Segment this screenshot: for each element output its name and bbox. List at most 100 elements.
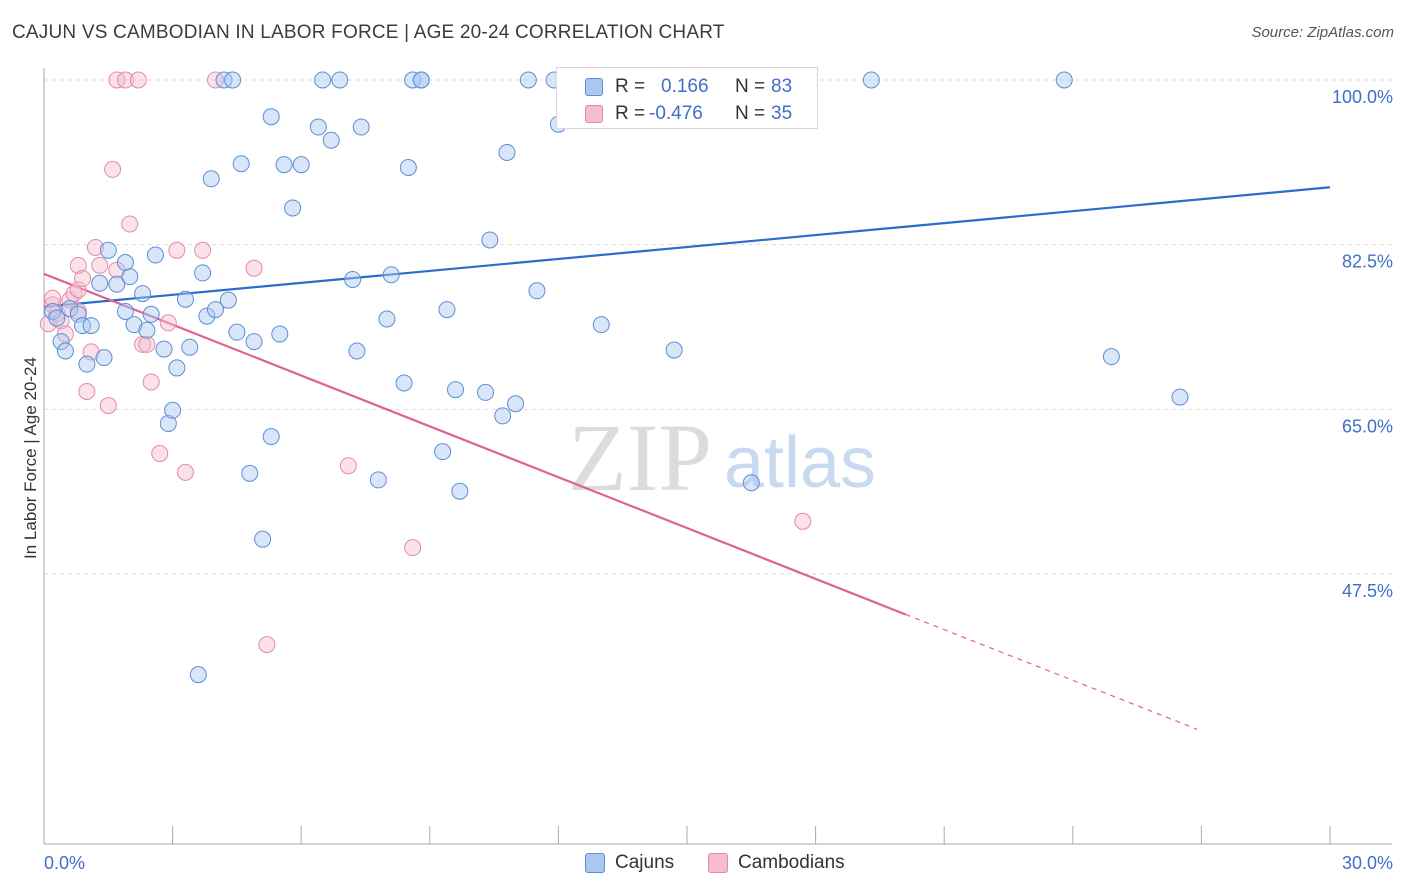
cajun-point — [378, 310, 396, 328]
cambodian-point — [86, 238, 104, 256]
cajun-point — [82, 317, 100, 335]
stats-legend: R = 0.166 N = 83 R = -0.476 N = 35 — [556, 67, 818, 129]
r-label: R = — [615, 103, 646, 124]
cajun-point — [219, 291, 237, 309]
cajun-point — [404, 71, 422, 89]
cajun-point — [61, 300, 79, 318]
cambodian-point — [74, 270, 92, 288]
axis-layer — [43, 68, 1392, 845]
stats-row-cajuns: R = 0.166 N = 83 — [585, 76, 825, 100]
cajun-point — [742, 474, 760, 492]
cajun-point — [189, 666, 207, 684]
x-tick-label-min: 0.0% — [44, 853, 85, 873]
cajun-point — [494, 407, 512, 425]
cambodian-point — [142, 373, 160, 391]
cajun-point — [202, 170, 220, 188]
series-legend: Cajuns Cambodians — [0, 850, 1406, 880]
cajun-point — [142, 305, 160, 323]
cajun-point — [206, 301, 224, 319]
cambodian-point — [91, 256, 109, 274]
cajun-point — [309, 118, 327, 136]
cambodian-point — [99, 397, 117, 415]
cambodian-point — [794, 512, 812, 530]
cajun-point — [481, 231, 499, 249]
r-label: R = — [615, 76, 646, 97]
cajun-point — [134, 285, 152, 303]
n-value: 35 — [771, 103, 793, 124]
cajun-point — [528, 282, 546, 300]
cajun-point — [665, 341, 683, 359]
cajun-point — [254, 530, 272, 548]
cambodian-legend-swatch — [708, 853, 728, 873]
cambodian-point — [151, 445, 169, 463]
cajun-point — [146, 246, 164, 264]
cambodian-trend-extension — [905, 613, 1198, 730]
cajun-point — [382, 266, 400, 284]
n-value: 83 — [771, 76, 793, 97]
cajun-point — [176, 290, 194, 308]
cajun-point — [168, 359, 186, 377]
cambodian-point — [194, 241, 212, 259]
cajun-point — [224, 71, 242, 89]
cambodian-point — [206, 71, 224, 89]
n-label: N = — [735, 103, 766, 124]
cajun-trend-line — [43, 186, 1331, 308]
watermark-zip: ZIP — [568, 404, 712, 511]
watermark-atlas: atlas — [724, 423, 876, 503]
cajun-point — [99, 241, 117, 259]
cajun-point — [451, 482, 469, 500]
cajun-point — [181, 338, 199, 356]
cambodian-point — [108, 71, 126, 89]
r-value: 0.166 — [661, 76, 709, 97]
y-tick-label: 100.0% — [1332, 87, 1393, 107]
legend-item-cambodians[interactable]: Cambodians — [708, 852, 845, 874]
cajun-point — [322, 131, 340, 149]
tick-label-layer: 47.5% 65.0% 82.5% 100.0% 0.0% 30.0% — [44, 87, 1393, 873]
n-label: N = — [735, 76, 766, 97]
cajun-point — [164, 401, 182, 419]
legend-item-cajuns[interactable]: Cajuns — [585, 852, 674, 874]
cambodian-point — [69, 281, 87, 299]
cajun-point — [395, 374, 413, 392]
cajun-point — [1102, 348, 1120, 366]
y-tick-label: 82.5% — [1342, 252, 1393, 272]
cajun-point — [116, 302, 134, 320]
y-axis-label: In Labor Force | Age 20-24 — [21, 357, 40, 559]
cajun-point — [262, 428, 280, 446]
cajun-point — [52, 333, 70, 351]
cajun-point — [262, 108, 280, 126]
cajun-point — [155, 340, 173, 358]
grid-layer — [44, 79, 1392, 575]
cajun-point — [412, 71, 430, 89]
cajun-point — [314, 71, 332, 89]
cambodian-point — [116, 71, 134, 89]
cajun-point — [519, 71, 537, 89]
x-tick-label-max: 30.0% — [1342, 853, 1393, 873]
stats-row-cambodians: R = -0.476 N = 35 — [585, 103, 825, 127]
cambodian-points — [39, 71, 812, 654]
cajun-point — [121, 268, 139, 286]
cajun-point — [284, 199, 302, 217]
cambodian-point — [44, 296, 62, 314]
cajun-point — [331, 71, 349, 89]
cajun-point — [399, 159, 417, 177]
cajun-point — [116, 254, 134, 272]
cajun-point — [215, 71, 233, 89]
cambodian-point — [104, 160, 122, 178]
cambodian-point — [159, 314, 177, 332]
cajun-points — [44, 71, 1189, 684]
cambodian-point — [245, 259, 263, 277]
cajun-point — [592, 316, 610, 334]
cajun-point — [1171, 388, 1189, 406]
cajun-point — [348, 342, 366, 360]
cajun-point — [369, 471, 387, 489]
cambodian-point — [134, 335, 152, 353]
cajun-point — [159, 414, 177, 432]
trend-layer — [43, 186, 1331, 730]
legend-label-cambodians: Cambodians — [738, 852, 845, 873]
cajun-point — [1055, 71, 1073, 89]
cambodian-point — [404, 539, 422, 557]
y-tick-label: 65.0% — [1342, 416, 1393, 436]
cambodian-point — [258, 636, 276, 654]
